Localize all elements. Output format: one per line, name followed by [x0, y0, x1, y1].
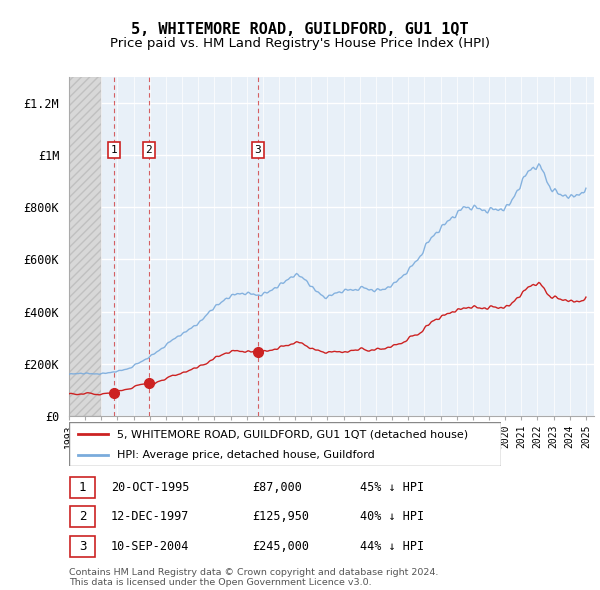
- Text: 1: 1: [79, 481, 86, 494]
- Text: £87,000: £87,000: [252, 481, 302, 494]
- Text: 45% ↓ HPI: 45% ↓ HPI: [360, 481, 424, 494]
- Text: 5, WHITEMORE ROAD, GUILDFORD, GU1 1QT: 5, WHITEMORE ROAD, GUILDFORD, GU1 1QT: [131, 22, 469, 37]
- Text: 1: 1: [111, 145, 118, 155]
- Text: £245,000: £245,000: [252, 540, 309, 553]
- Text: 44% ↓ HPI: 44% ↓ HPI: [360, 540, 424, 553]
- FancyBboxPatch shape: [69, 422, 501, 466]
- Text: £125,950: £125,950: [252, 510, 309, 523]
- Text: 20-OCT-1995: 20-OCT-1995: [111, 481, 190, 494]
- Text: Contains HM Land Registry data © Crown copyright and database right 2024.
This d: Contains HM Land Registry data © Crown c…: [69, 568, 439, 587]
- Text: HPI: Average price, detached house, Guildford: HPI: Average price, detached house, Guil…: [116, 450, 374, 460]
- Text: 2: 2: [79, 510, 86, 523]
- FancyBboxPatch shape: [70, 477, 95, 498]
- Text: 5, WHITEMORE ROAD, GUILDFORD, GU1 1QT (detached house): 5, WHITEMORE ROAD, GUILDFORD, GU1 1QT (d…: [116, 430, 467, 439]
- Text: 3: 3: [254, 145, 262, 155]
- FancyBboxPatch shape: [70, 506, 95, 527]
- Text: Price paid vs. HM Land Registry's House Price Index (HPI): Price paid vs. HM Land Registry's House …: [110, 37, 490, 50]
- Text: 3: 3: [79, 540, 86, 553]
- FancyBboxPatch shape: [70, 536, 95, 557]
- Text: 40% ↓ HPI: 40% ↓ HPI: [360, 510, 424, 523]
- Text: 2: 2: [146, 145, 152, 155]
- Text: 12-DEC-1997: 12-DEC-1997: [111, 510, 190, 523]
- Text: 10-SEP-2004: 10-SEP-2004: [111, 540, 190, 553]
